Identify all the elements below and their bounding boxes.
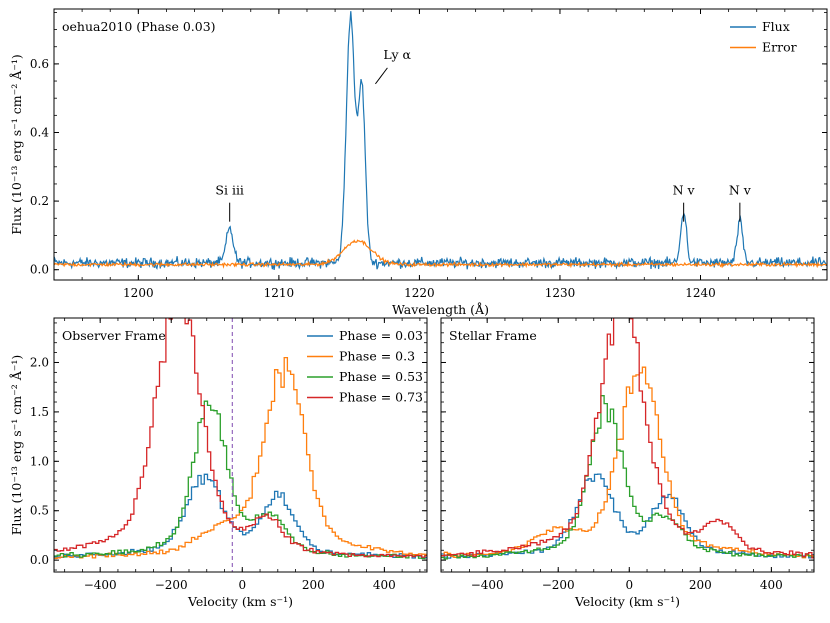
series-flux-line [54, 11, 827, 270]
x-tick-label: 200 [302, 578, 325, 592]
y-tick-label: 2.0 [30, 355, 49, 369]
series-1-step [54, 356, 427, 559]
y-tick-label: 0.0 [30, 553, 49, 567]
line-annotation-label: Si iii [215, 183, 244, 198]
plot-area [54, 11, 827, 270]
x-axis-label: Wavelength (Å) [392, 302, 489, 317]
x-tick-label: 1240 [685, 286, 716, 300]
x-tick-label: −200 [155, 578, 188, 592]
series-3-step [54, 318, 427, 558]
y-tick-label: 0.5 [30, 504, 49, 518]
panel-title: oehua2010 (Phase 0.03) [62, 19, 216, 34]
axes-frame [440, 317, 815, 573]
y-tick-label: 1.0 [30, 454, 49, 468]
y-axis-label: Flux (10⁻¹³ erg s⁻¹ cm⁻² Å⁻¹) [9, 355, 24, 535]
x-tick-label: 0 [238, 578, 246, 592]
panel-title: Stellar Frame [449, 328, 537, 343]
series-2-step [441, 395, 814, 560]
legend-label: Phase = 0.3 [339, 349, 415, 364]
y-tick-label: 0.6 [30, 57, 49, 71]
axes-frame [53, 317, 428, 573]
panel-1: −400 −200 0 200 400 0.0 0.5 1.0 1.5 2.0 Velocity (… [9, 317, 428, 609]
series-error-line [54, 239, 827, 269]
plot-area [441, 318, 814, 560]
line-annotation-label: Ly α [383, 47, 411, 62]
y-tick-label: 0.2 [30, 194, 49, 208]
series-0-step [54, 473, 427, 559]
series-1-step [441, 366, 814, 559]
y-tick-label: 0.4 [30, 125, 49, 139]
x-tick-label: 1200 [123, 286, 154, 300]
x-tick-label: −200 [542, 578, 575, 592]
x-tick-label: 1230 [545, 286, 576, 300]
line-annotation-label: N v [673, 183, 696, 198]
legend-label: Error [762, 40, 797, 55]
line-annotation-label: N v [729, 183, 752, 198]
panel-2: −400 −200 0 200 400 Velocity (km s⁻¹) Stellar … [440, 317, 815, 609]
series-2-step [54, 400, 427, 560]
y-axis-label: Flux (10⁻¹³ erg s⁻¹ cm⁻² Å⁻¹) [9, 54, 24, 234]
x-tick-label: 400 [373, 578, 396, 592]
x-tick-label: −400 [84, 578, 117, 592]
legend-label: Phase = 0.73 [339, 390, 423, 405]
y-tick-label: 0.0 [30, 263, 49, 277]
x-axis-label: Velocity (km s⁻¹) [187, 594, 293, 609]
x-tick-label: 200 [689, 578, 712, 592]
legend-label: Phase = 0.03 [339, 328, 423, 343]
x-tick-label: 1220 [404, 286, 435, 300]
panel-0: 1200 1210 1220 1230 1240 0.0 0.2 0.4 0.6 Waveleng… [9, 8, 828, 317]
x-tick-label: 1210 [264, 286, 295, 300]
annotation-pointer [375, 67, 388, 85]
legend-label: Flux [762, 19, 790, 34]
x-tick-label: 400 [760, 578, 783, 592]
x-axis-label: Velocity (km s⁻¹) [574, 594, 680, 609]
legend-label: Phase = 0.53 [339, 369, 423, 384]
panel-title: Observer Frame [62, 328, 166, 343]
plot-area [54, 318, 427, 572]
x-tick-label: 0 [625, 578, 633, 592]
x-tick-label: −400 [471, 578, 504, 592]
series-3-step [441, 318, 814, 559]
axes-frame [53, 8, 828, 281]
y-tick-label: 1.5 [30, 405, 49, 419]
